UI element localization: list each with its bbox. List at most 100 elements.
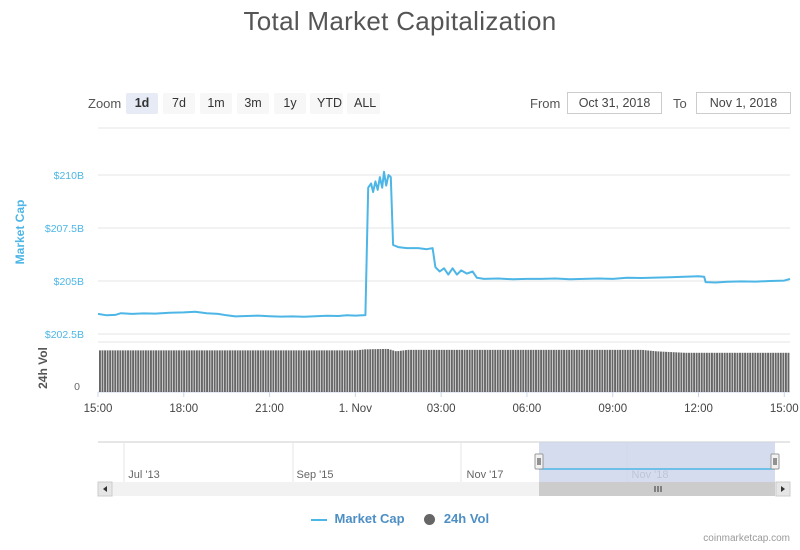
volume-bar <box>405 350 407 392</box>
y-tick-label-market-cap: $202.5B <box>45 329 84 341</box>
legend-item-24h-vol[interactable]: 24h Vol <box>424 511 489 526</box>
volume-bar <box>609 349 611 392</box>
y-tick-label-market-cap: $207.5B <box>45 223 84 235</box>
zoom-button-ytd[interactable]: YTD <box>310 93 343 114</box>
volume-bar <box>473 349 476 392</box>
volume-bar <box>682 352 685 392</box>
volume-bar <box>514 349 517 392</box>
volume-bar <box>333 350 336 392</box>
volume-bar <box>246 350 249 392</box>
volume-bar <box>578 349 581 392</box>
volume-bar <box>603 349 606 392</box>
volume-bar <box>570 349 573 392</box>
volume-bar <box>596 349 599 392</box>
volume-bar <box>782 352 785 392</box>
volume-bar <box>662 351 665 392</box>
volume-bar <box>450 349 453 392</box>
volume-bar <box>361 349 364 392</box>
volume-bar <box>412 349 415 392</box>
volume-bar <box>231 350 234 392</box>
volume-bar <box>114 350 117 392</box>
volume-bar <box>348 350 351 392</box>
volume-bar <box>660 351 662 392</box>
volume-bar <box>484 349 486 392</box>
volume-bar <box>563 349 565 392</box>
volume-bar <box>226 350 229 392</box>
volume-bar <box>491 349 494 392</box>
zoom-button-1m[interactable]: 1m <box>200 93 232 114</box>
volume-bar <box>688 352 690 392</box>
volume-bar <box>772 352 775 392</box>
zoom-button-3m[interactable]: 3m <box>237 93 269 114</box>
volume-bar <box>178 350 180 392</box>
x-tick-label: 15:00 <box>84 403 113 415</box>
volume-bar <box>152 350 155 392</box>
to-date-input[interactable]: Nov 1, 2018 <box>696 92 791 114</box>
volume-bar <box>591 349 594 392</box>
legend-item-market-cap[interactable]: Market Cap <box>310 511 405 526</box>
volume-bar <box>425 349 428 392</box>
volume-bar <box>448 349 451 392</box>
volume-bar <box>262 350 265 392</box>
volume-bar <box>629 349 632 392</box>
volume-bar <box>580 349 583 392</box>
volume-bar <box>733 352 736 392</box>
volume-bar <box>280 350 282 392</box>
volume-bar <box>756 352 759 392</box>
zoom-button-all[interactable]: ALL <box>347 93 380 114</box>
volume-bar <box>387 348 390 392</box>
volume-bar <box>657 351 660 392</box>
navigator-handle-right[interactable] <box>770 453 780 470</box>
zoom-button-1y[interactable]: 1y <box>274 93 306 114</box>
volume-bar <box>667 351 670 392</box>
chevron-right-icon <box>781 486 785 492</box>
volume-bar <box>713 352 716 392</box>
volume-bar <box>101 350 104 392</box>
x-tick-label: 12:00 <box>684 403 713 415</box>
volume-bar <box>119 350 122 392</box>
line-symbol-icon <box>310 518 327 521</box>
volume-bar <box>665 351 667 392</box>
volume-bar <box>167 350 170 392</box>
volume-bar <box>754 352 757 392</box>
volume-bar <box>784 352 787 392</box>
from-date-input[interactable]: Oct 31, 2018 <box>567 92 662 114</box>
volume-bar <box>155 350 157 392</box>
zoom-button-1d[interactable]: 1d <box>126 93 158 114</box>
volume-bar <box>252 350 254 392</box>
volume-bar <box>336 350 339 392</box>
volume-bar <box>193 350 196 392</box>
volume-bar <box>341 350 344 392</box>
volume-bar <box>507 349 509 392</box>
volume-bar <box>626 349 629 392</box>
volume-bar <box>555 349 558 392</box>
volume-bar <box>264 350 267 392</box>
volume-bar <box>486 349 489 392</box>
scrollbar-thumb[interactable] <box>539 482 775 496</box>
volume-bar <box>527 349 530 392</box>
volume-bar <box>229 350 231 392</box>
volume-bar <box>267 350 270 392</box>
legend-label-market-cap: Market Cap <box>334 511 405 526</box>
volume-bar <box>359 349 361 392</box>
volume-bar <box>124 350 127 392</box>
volume-bar <box>787 352 790 392</box>
zoom-button-7d[interactable]: 7d <box>163 93 195 114</box>
volume-bar <box>624 349 627 392</box>
volume-bar <box>254 350 257 392</box>
volume-bar <box>287 350 290 392</box>
volume-bar <box>323 350 326 392</box>
volume-bar <box>461 349 463 392</box>
volume-bar <box>468 349 471 392</box>
volume-bar <box>422 349 425 392</box>
navigator-handle-left[interactable] <box>534 453 544 470</box>
volume-bar <box>560 349 563 392</box>
navigator-selection[interactable] <box>539 442 775 482</box>
volume-bar <box>320 350 323 392</box>
credits-link[interactable]: coinmarketcap.com <box>703 533 790 544</box>
volume-bar <box>550 349 553 392</box>
volume-bar <box>392 350 395 392</box>
x-tick-label: 03:00 <box>427 403 456 415</box>
x-tick-label: 18:00 <box>169 403 198 415</box>
volume-bar <box>282 350 285 392</box>
